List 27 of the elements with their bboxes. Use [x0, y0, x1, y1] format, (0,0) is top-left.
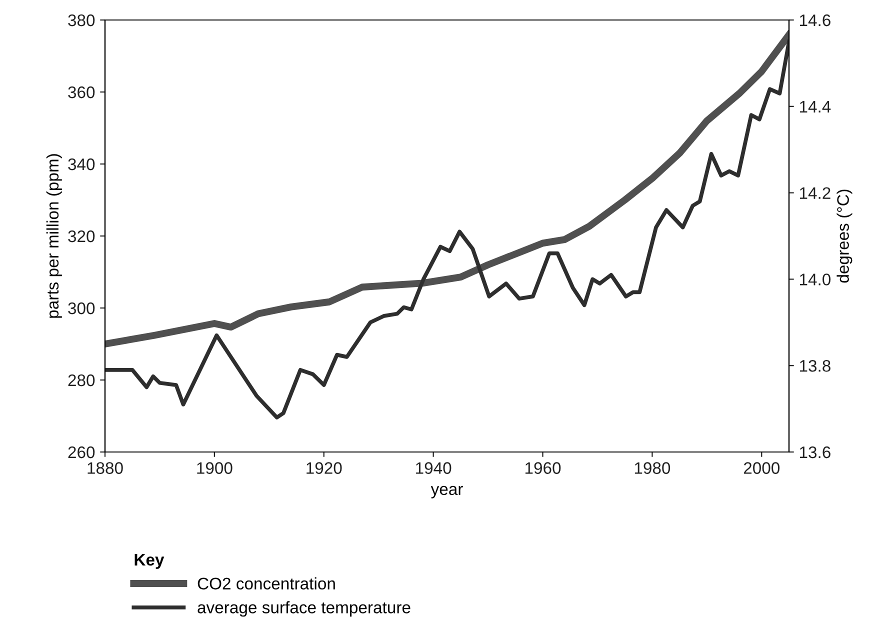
x-tick-label: 1980: [634, 462, 670, 474]
y-tick-label: 280: [68, 374, 95, 386]
y2-tick-label: 13.8: [800, 360, 830, 372]
legend-title: Key: [134, 554, 164, 569]
y2-tick-label: 14.6: [800, 14, 830, 26]
y-tick-label: 360: [68, 86, 95, 98]
y-tick-label: 260: [68, 446, 95, 458]
x-axis-title: year: [430, 486, 463, 498]
y2-tick-label: 14.2: [800, 187, 830, 199]
legend-label: average surface temperature: [198, 601, 410, 617]
y-axis-title: parts per million (ppm): [46, 154, 62, 318]
x-tick-label: 1920: [306, 462, 342, 474]
legend-label: CO2 concentration: [198, 577, 335, 590]
x-tick-label: 1880: [88, 462, 123, 474]
y-tick-label: 320: [68, 230, 95, 242]
y2-tick-label: 14.0: [800, 274, 831, 286]
y-tick-label: 340: [68, 158, 95, 170]
x-tick-label: 1940: [416, 462, 452, 474]
y2-tick-label: 13.6: [800, 446, 830, 458]
y2-tick-label: 14.4: [800, 100, 831, 112]
x-tick-label: 1900: [197, 462, 232, 474]
y2-axis-title: degrees (°C): [836, 190, 852, 283]
x-tick-label: 1960: [525, 462, 561, 474]
y-tick-label: 300: [68, 302, 95, 314]
line-series: [105, 40, 789, 420]
y-tick-label: 380: [68, 14, 95, 26]
x-tick-label: 2000: [744, 462, 780, 474]
